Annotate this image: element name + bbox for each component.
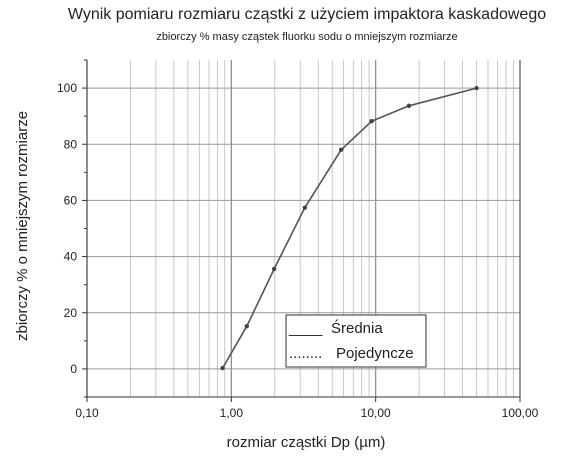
chart-subtitle: zbiorczy % masy cząstek fluorku sodu o m…: [156, 31, 457, 43]
y-tick-label: 80: [64, 137, 78, 151]
x-tick-label: 1,00: [220, 406, 244, 420]
x-tick-label: 0,10: [75, 406, 99, 420]
y-tick-label: 100: [57, 81, 77, 95]
x-tick-label: 10,00: [361, 406, 391, 420]
y-tick-label: 40: [64, 250, 78, 264]
data-point: [338, 147, 344, 153]
legend-sample-1: ........: [289, 345, 322, 362]
tick-labels: 0 20 40 60 80 100 0,10 1,00 10,00 100,00: [57, 81, 539, 420]
series-layer: [220, 85, 479, 371]
legend: ____ Średnia ........ Pojedyncze: [285, 314, 427, 368]
legend-label-1: Pojedyncze: [336, 345, 414, 362]
x-axis-label: rozmiar cząstki Dp (µm): [227, 434, 386, 451]
data-point: [474, 85, 479, 91]
data-point: [220, 365, 225, 371]
y-tick-label: 60: [64, 193, 78, 207]
x-tick-label: 100,00: [502, 406, 539, 420]
y-tick-label: 20: [64, 306, 78, 320]
series-line-0: [221, 87, 477, 369]
data-point: [244, 324, 250, 329]
y-axis-label: zbiorczy % o mniejszym rozmiarze: [14, 111, 31, 341]
data-point: [369, 119, 374, 124]
y-tick-label: 0: [70, 362, 77, 376]
chart-title: Wynik pomiaru rozmiaru cząstki z użyciem…: [68, 6, 546, 23]
legend-box: [285, 314, 427, 368]
data-point: [302, 205, 308, 210]
data-point: [406, 103, 412, 108]
axes: [82, 59, 521, 402]
legend-label-0: Średnia: [331, 319, 383, 337]
legend-sample-0: ____: [288, 320, 323, 337]
data-point: [271, 266, 277, 272]
